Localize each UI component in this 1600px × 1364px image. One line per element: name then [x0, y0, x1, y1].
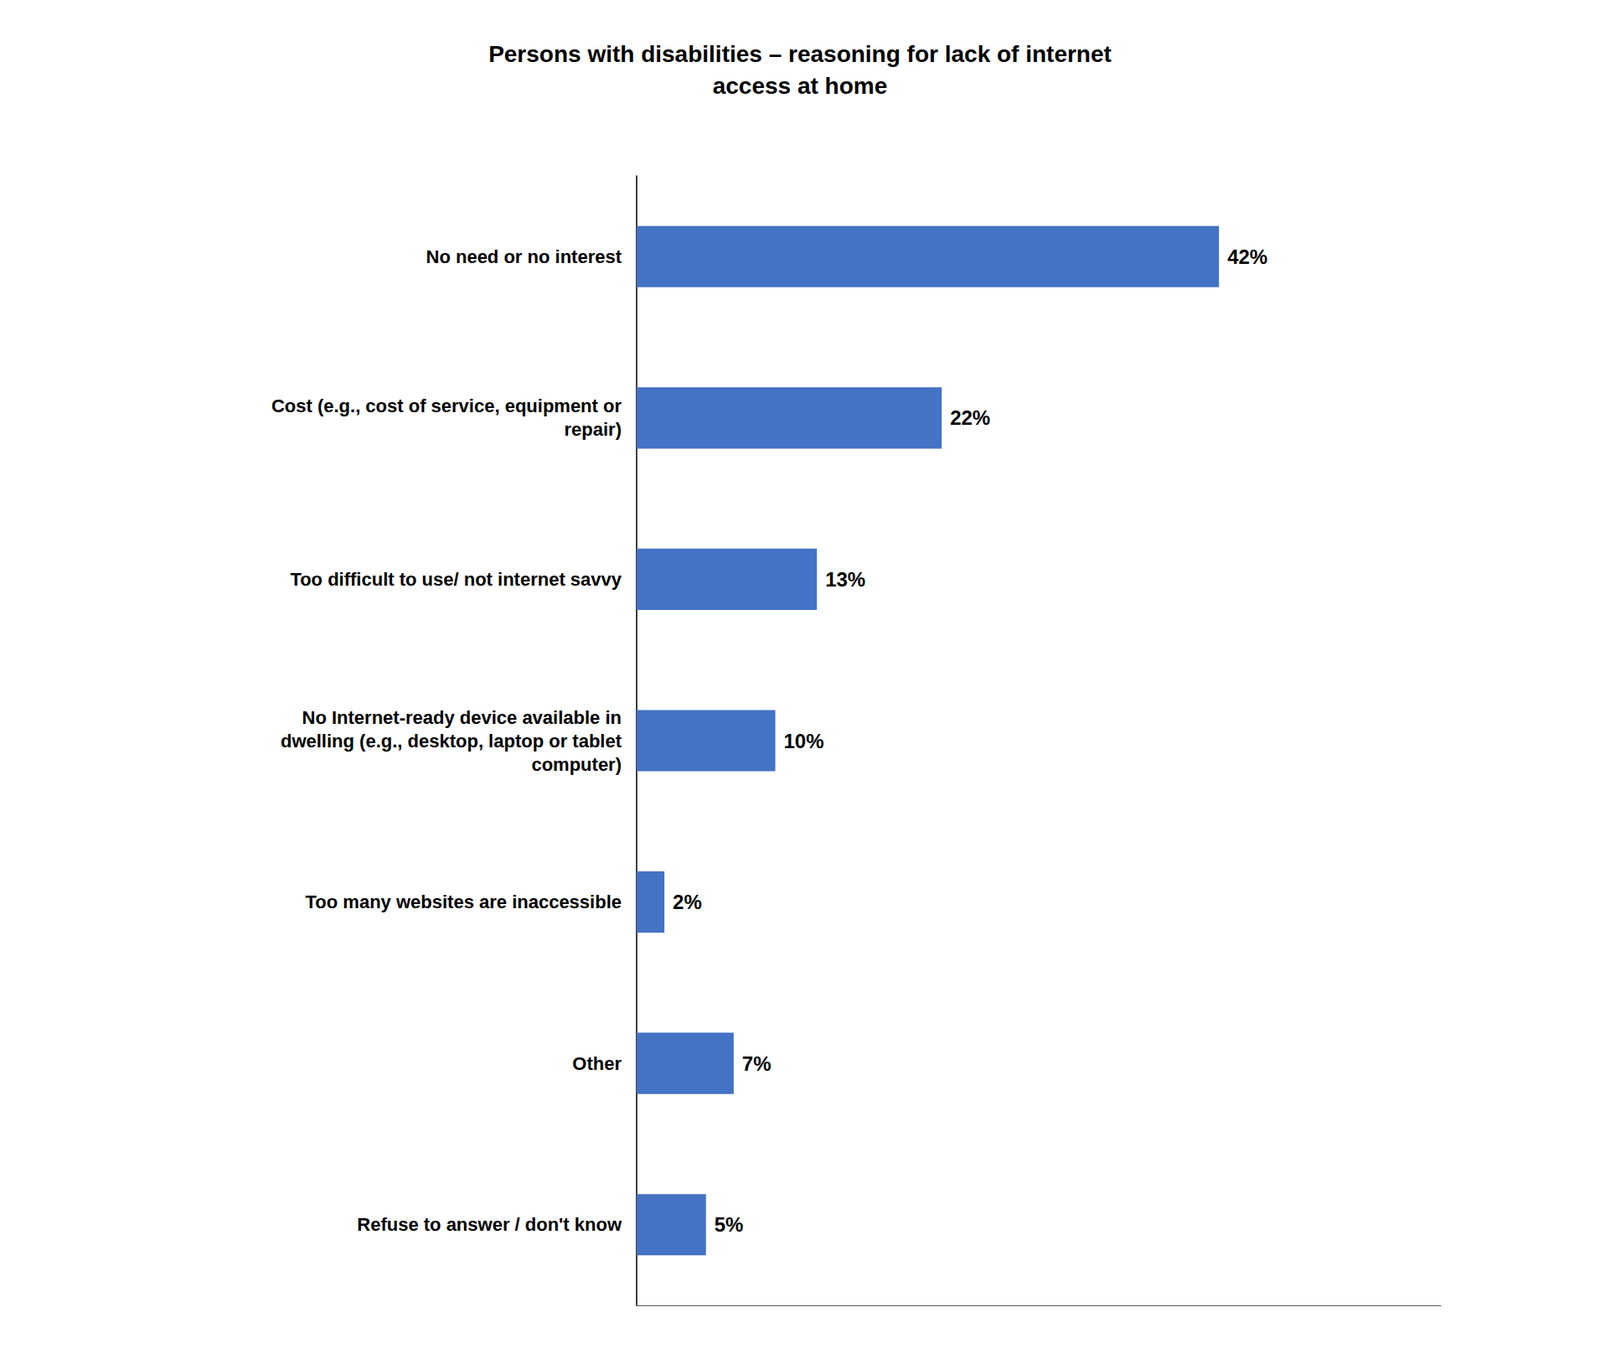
svg-text:Other: Other [572, 1052, 622, 1074]
svg-text:Refuse to answer / don't know: Refuse to answer / don't know [356, 1213, 623, 1235]
svg-text:2%: 2% [672, 890, 702, 914]
svg-text:22%: 22% [949, 406, 991, 429]
svg-text:Persons with disabilities – re: Persons with disabilities – reasoning fo… [488, 41, 1112, 68]
svg-text:computer): computer) [531, 753, 622, 775]
svg-text:No Internet-ready device avail: No Internet-ready device available in [302, 707, 622, 728]
svg-text:10%: 10% [784, 729, 825, 753]
svg-text:13%: 13% [825, 567, 866, 591]
svg-text:7%: 7% [742, 1052, 772, 1075]
svg-text:No need or no interest: No need or no interest [426, 246, 623, 268]
svg-text:42%: 42% [1227, 245, 1268, 269]
svg-text:Too many websites are inaccess: Too many websites are inaccessible [305, 891, 622, 913]
svg-text:5%: 5% [714, 1212, 744, 1236]
svg-text:dwelling (e.g., desktop, lapto: dwelling (e.g., desktop, laptop or table… [280, 730, 623, 752]
svg-text:Cost (e.g., cost of service, e: Cost (e.g., cost of service, equipment o… [271, 395, 623, 417]
svg-text:repair): repair) [564, 418, 622, 440]
svg-text:Too difficult to use/ not inte: Too difficult to use/ not internet savvy [289, 568, 622, 590]
svg-text:access at home: access at home [712, 72, 888, 99]
